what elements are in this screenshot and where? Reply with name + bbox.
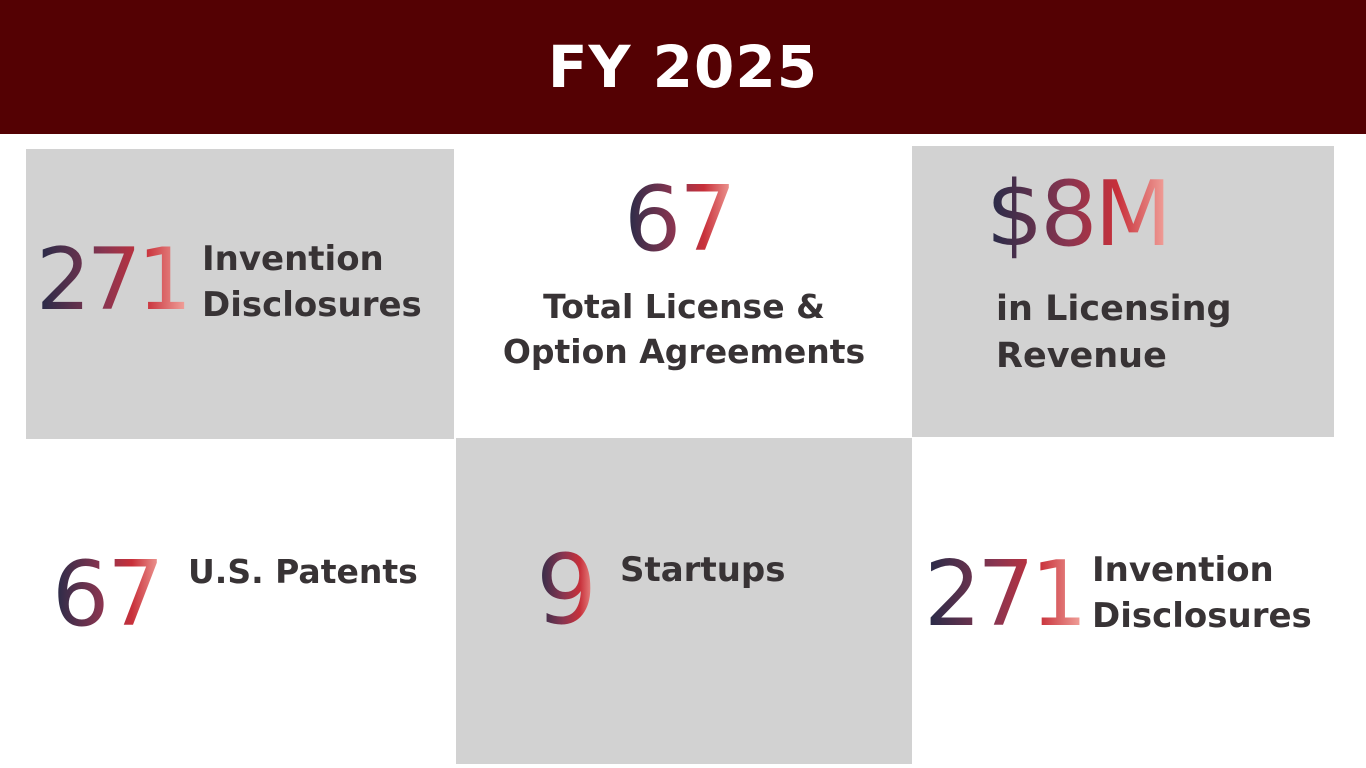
stat-label-line-2: Disclosures	[202, 284, 422, 325]
stat-label-line-1: Invention	[1092, 550, 1274, 590]
stat-value: 67	[52, 542, 165, 647]
stat-us-patents: 67 U.S. Patents	[26, 440, 456, 764]
stat-label: U.S. Patents	[188, 550, 418, 595]
stat-label-line-1: in Licensing	[996, 289, 1232, 329]
tile-background-3	[912, 146, 1334, 437]
stat-label-line-2: Option Agreements	[502, 331, 866, 371]
stat-license-agreements: 67 Total License & Option Agreements	[456, 149, 912, 438]
page-title: FY 2025	[547, 33, 819, 101]
stat-value: 9	[536, 534, 598, 646]
stat-licensing-revenue: $8M in Licensing Revenue	[912, 146, 1334, 437]
stat-invention-disclosures-2: 271 Invention Disclosures	[912, 440, 1366, 764]
stat-startups: 9 Startups	[456, 438, 912, 764]
tile-background-1	[26, 149, 454, 439]
header-bar: FY 2025	[0, 0, 1366, 134]
stat-label-line-2: Revenue	[996, 336, 1167, 377]
stat-value: 271	[36, 230, 192, 330]
stat-label: Startups	[620, 548, 785, 594]
stat-label: Invention Disclosures	[1092, 548, 1312, 640]
stat-label-line-1: U.S. Patents	[188, 552, 418, 591]
stat-label-line-1: Total License &	[543, 287, 825, 326]
stat-value: $8M	[986, 162, 1172, 267]
stat-label: Total License & Option Agreements	[456, 285, 912, 374]
stat-label-line-1: Invention	[202, 239, 384, 279]
stat-label: in Licensing Revenue	[996, 286, 1232, 381]
stat-invention-disclosures-1: 271 Invention Disclosures	[26, 149, 454, 439]
stat-value: 271	[924, 542, 1088, 647]
tile-background-5	[456, 438, 912, 764]
stat-label-line-1: Startups	[620, 550, 786, 590]
stat-value: 67	[624, 167, 737, 272]
stat-label: Invention Disclosures	[202, 237, 422, 329]
stat-label-line-2: Disclosures	[1092, 595, 1312, 636]
